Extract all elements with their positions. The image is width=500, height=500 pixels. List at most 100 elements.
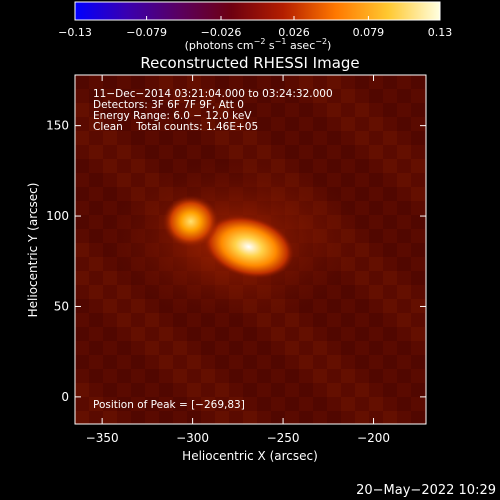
texture-cell bbox=[369, 173, 383, 187]
texture-cell bbox=[75, 187, 89, 201]
texture-cell bbox=[341, 313, 355, 327]
texture-cell bbox=[383, 215, 397, 229]
texture-cell bbox=[299, 411, 313, 424]
texture-cell bbox=[355, 411, 369, 424]
texture-cell bbox=[313, 397, 327, 411]
texture-cell bbox=[341, 173, 355, 187]
texture-cell bbox=[117, 89, 131, 103]
texture-cell bbox=[215, 131, 229, 145]
texture-cell bbox=[159, 411, 173, 424]
texture-cell bbox=[341, 341, 355, 355]
texture-cell bbox=[131, 299, 145, 313]
texture-cell bbox=[369, 257, 383, 271]
texture-cell bbox=[145, 341, 159, 355]
texture-cell bbox=[145, 369, 159, 383]
texture-cell bbox=[75, 131, 89, 145]
texture-cell bbox=[229, 369, 243, 383]
texture-cell bbox=[285, 369, 299, 383]
texture-cell bbox=[215, 75, 229, 89]
texture-cell bbox=[383, 75, 397, 89]
texture-cell bbox=[313, 341, 327, 355]
texture-cell bbox=[369, 229, 383, 243]
y-axis-ticks: 0 50 100 150 bbox=[46, 119, 426, 404]
texture-cell bbox=[411, 187, 425, 201]
texture-cell bbox=[243, 411, 257, 424]
texture-cell bbox=[299, 103, 313, 117]
texture-cell bbox=[397, 229, 411, 243]
texture-cell bbox=[131, 355, 145, 369]
texture-cell bbox=[425, 341, 426, 355]
texture-cell bbox=[201, 341, 215, 355]
texture-cell bbox=[411, 215, 425, 229]
texture-cell bbox=[425, 117, 426, 131]
texture-cell bbox=[173, 397, 187, 411]
texture-cell bbox=[425, 145, 426, 159]
annotation-detectors: Detectors: 3F 6F 7F 9F, Att 0 bbox=[93, 99, 244, 111]
texture-cell bbox=[313, 145, 327, 159]
texture-cell bbox=[369, 285, 383, 299]
texture-cell bbox=[397, 257, 411, 271]
texture-cell bbox=[369, 145, 383, 159]
texture-cell bbox=[159, 103, 173, 117]
texture-cell bbox=[271, 355, 285, 369]
texture-cell bbox=[355, 355, 369, 369]
texture-cell bbox=[425, 89, 426, 103]
texture-cell bbox=[355, 131, 369, 145]
texture-cell bbox=[131, 327, 145, 341]
texture-cell bbox=[187, 383, 201, 397]
texture-cell bbox=[285, 397, 299, 411]
texture-cell bbox=[243, 103, 257, 117]
texture-cell bbox=[327, 159, 341, 173]
colorbar-tick-label: −0.079 bbox=[126, 26, 167, 39]
texture-cell bbox=[103, 411, 117, 424]
texture-cell bbox=[145, 313, 159, 327]
texture-cell bbox=[215, 355, 229, 369]
texture-cell bbox=[229, 145, 243, 159]
texture-cell bbox=[397, 117, 411, 131]
plot-frame bbox=[74, 74, 427, 425]
texture-cell bbox=[355, 187, 369, 201]
texture-cell bbox=[327, 299, 341, 313]
texture-cell bbox=[313, 117, 327, 131]
texture-cell bbox=[369, 117, 383, 131]
texture-cell bbox=[229, 89, 243, 103]
texture-cell bbox=[397, 173, 411, 187]
texture-cell bbox=[397, 145, 411, 159]
texture-cell bbox=[397, 89, 411, 103]
texture-cell bbox=[355, 327, 369, 341]
texture-cell bbox=[159, 131, 173, 145]
texture-cell bbox=[355, 103, 369, 117]
texture-cell bbox=[369, 313, 383, 327]
texture-cell bbox=[257, 145, 271, 159]
texture-cell bbox=[215, 327, 229, 341]
texture-cell bbox=[341, 117, 355, 131]
texture-cell bbox=[131, 383, 145, 397]
texture-cell bbox=[187, 75, 201, 89]
texture-cell bbox=[187, 411, 201, 424]
x-axis-label: Heliocentric X (arcsec) bbox=[182, 449, 318, 463]
texture-cell bbox=[103, 271, 117, 285]
texture-cell bbox=[75, 243, 89, 257]
texture-cell bbox=[383, 103, 397, 117]
texture-cell bbox=[411, 103, 425, 117]
texture-cell bbox=[397, 313, 411, 327]
texture-cell bbox=[145, 89, 159, 103]
x-axis-ticks: −350 −300 −250 −200 bbox=[86, 75, 390, 445]
texture-cell bbox=[215, 383, 229, 397]
texture-cell bbox=[173, 145, 187, 159]
texture-cell bbox=[75, 355, 89, 369]
texture-cell bbox=[145, 117, 159, 131]
texture-cell bbox=[425, 173, 426, 187]
texture-cell bbox=[75, 383, 89, 397]
texture-cell bbox=[89, 201, 103, 215]
y-tick-label: 50 bbox=[54, 299, 69, 313]
texture-cell bbox=[285, 89, 299, 103]
texture-cell bbox=[271, 131, 285, 145]
texture-cell bbox=[229, 117, 243, 131]
texture-cell bbox=[173, 117, 187, 131]
colorbar-ticks: −0.13 −0.079 −0.026 0.026 0.079 0.13 bbox=[58, 16, 452, 39]
texture-cell bbox=[131, 75, 145, 89]
colorbar-tick-label: 0.13 bbox=[428, 26, 453, 39]
texture-cell bbox=[369, 89, 383, 103]
